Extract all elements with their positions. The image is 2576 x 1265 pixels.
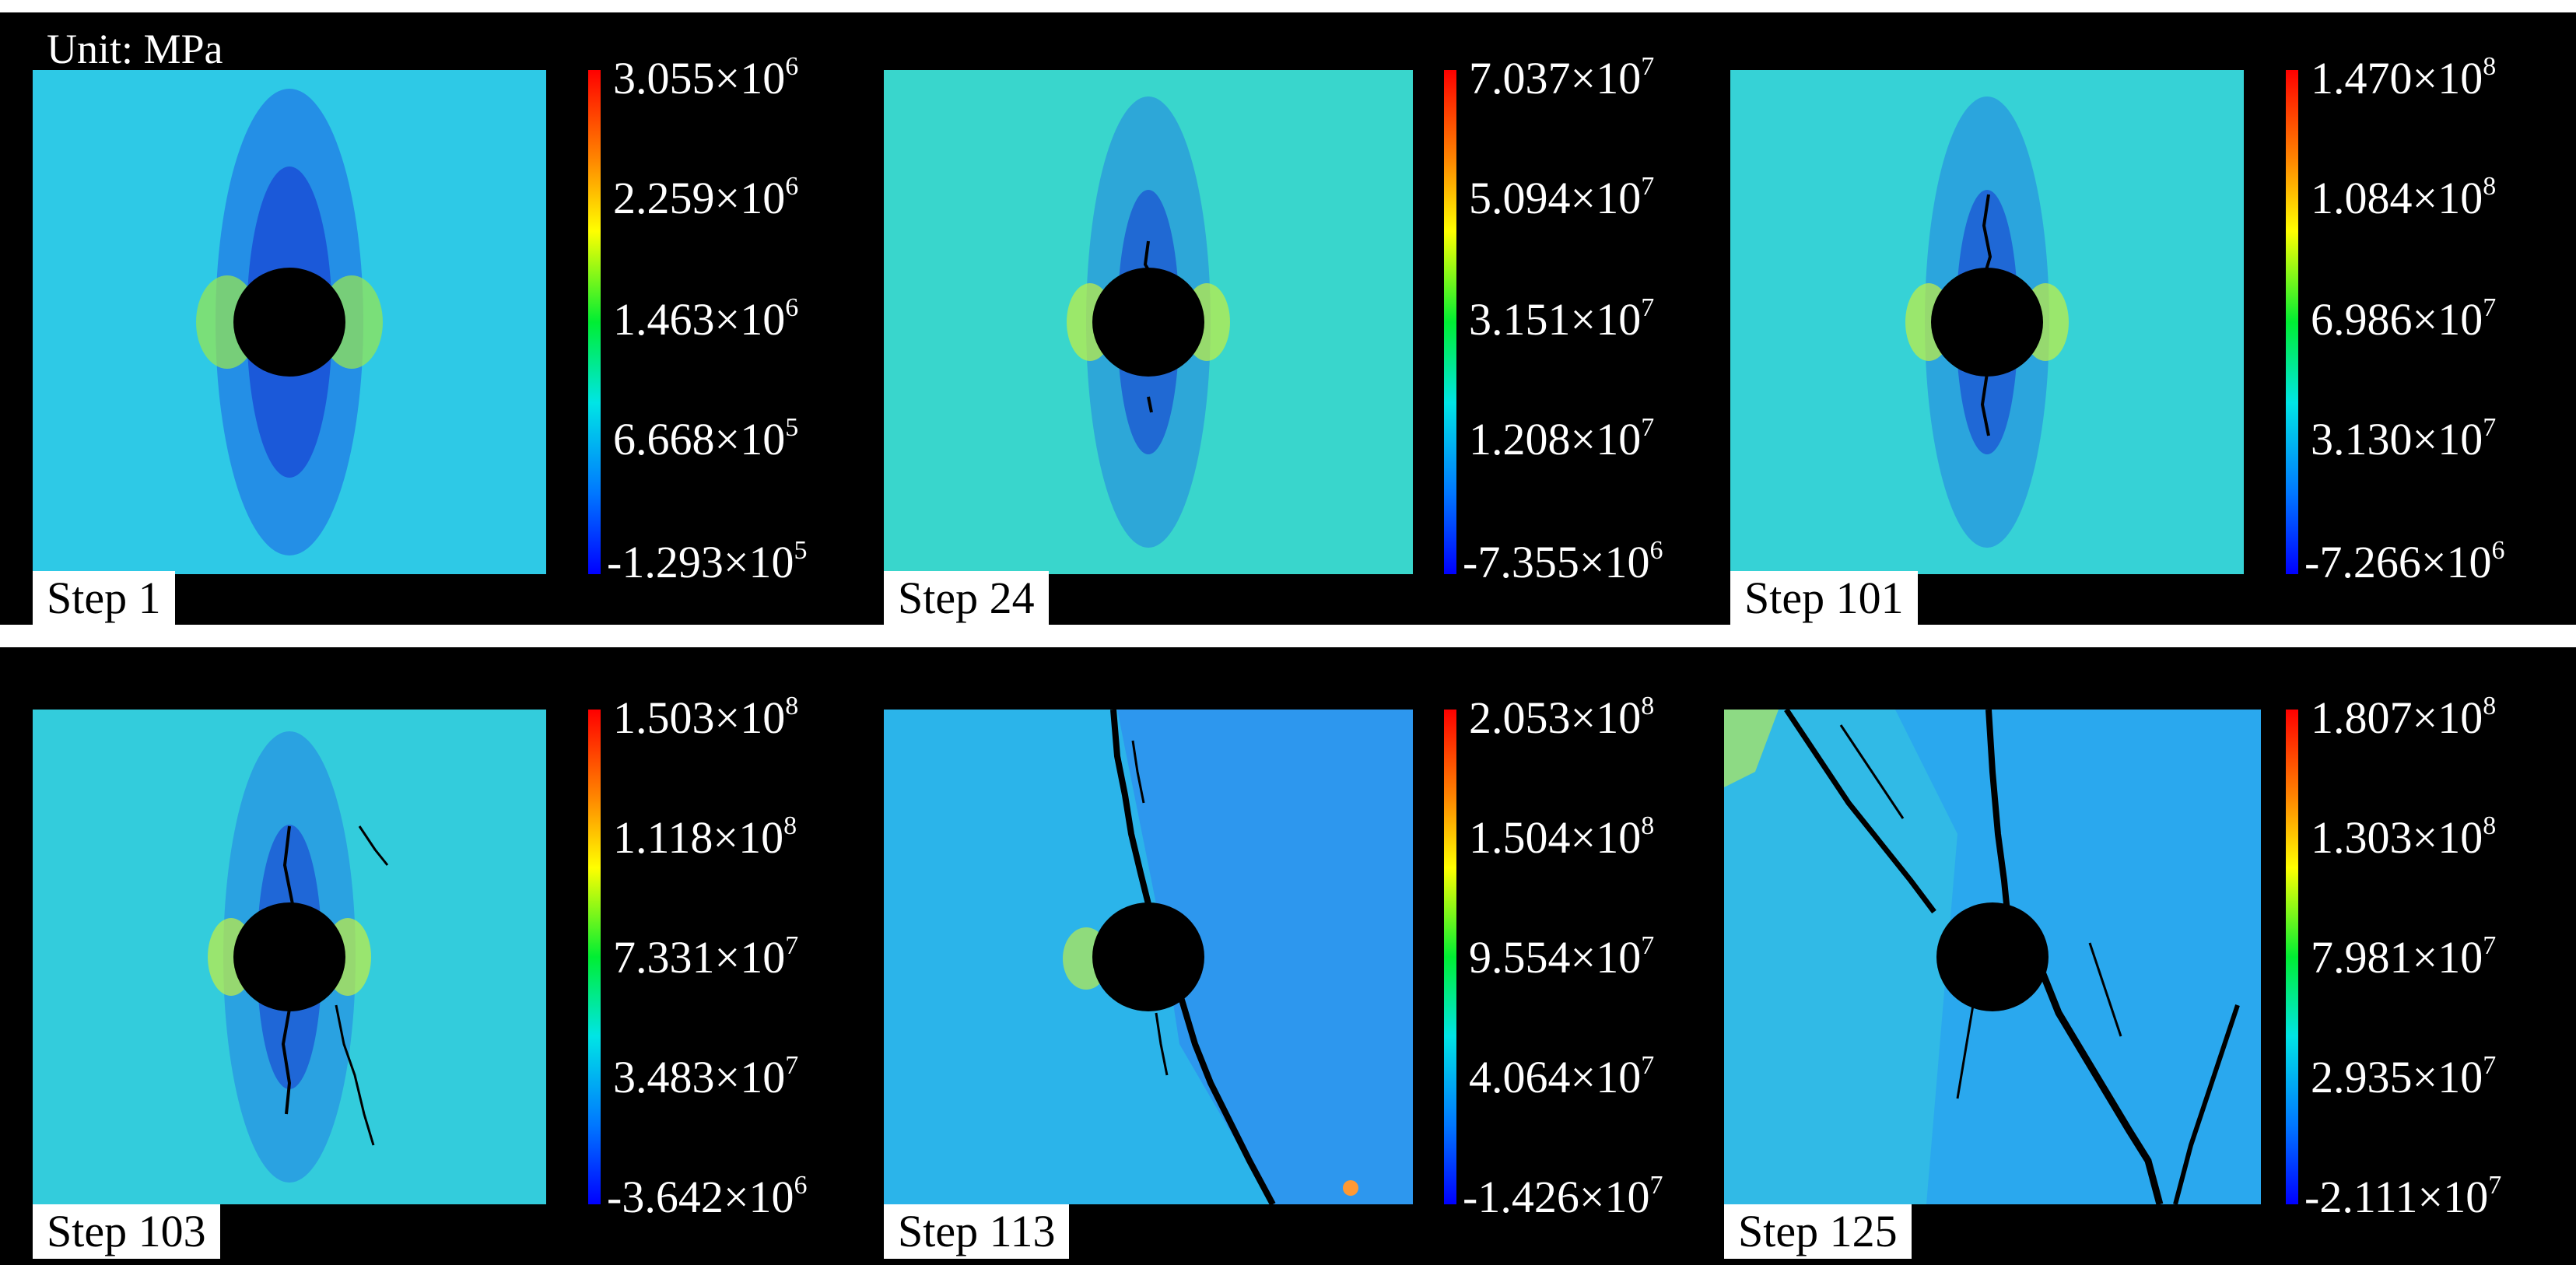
- colorbar-tick: 1.504×108: [1469, 811, 1655, 863]
- colorbar: [2286, 70, 2298, 574]
- colorbar-tick-max: 1.470×108: [2311, 52, 2497, 103]
- colorbar-tick-min: -7.355×106: [1463, 536, 1663, 587]
- colorbar-tick-min: -1.426×107: [1463, 1171, 1663, 1222]
- step-label: Step 103: [33, 1204, 220, 1259]
- colorbar-tick: 6.986×107: [2311, 293, 2497, 345]
- colorbar-tick: 1.303×108: [2311, 811, 2497, 863]
- colorbar-tick: 7.331×107: [613, 931, 799, 983]
- colorbar-tick: 1.208×107: [1469, 413, 1655, 464]
- colorbar-tick: 3.151×107: [1469, 293, 1655, 345]
- stress-field-map: [33, 70, 546, 574]
- colorbar-tick: 1.118×108: [613, 811, 797, 863]
- stress-field-map: [1724, 710, 2261, 1204]
- panel-step-1: 3.055×106 2.259×106 1.463×106 6.668×105 …: [0, 12, 856, 625]
- stress-field-map: [884, 70, 1413, 574]
- colorbar: [588, 710, 601, 1204]
- colorbar-tick: 7.981×107: [2311, 931, 2497, 983]
- step-label: Step 125: [1724, 1204, 1912, 1259]
- colorbar-tick: 4.064×107: [1469, 1051, 1655, 1102]
- step-label: Step 113: [884, 1204, 1070, 1259]
- colorbar-tick: 2.935×107: [2311, 1051, 2497, 1102]
- step-label: Step 24: [884, 571, 1049, 625]
- colorbar-tick: 3.483×107: [613, 1051, 799, 1102]
- top-row: Unit: MPa 3.055×106 2.259×106 1.463×106 …: [0, 12, 2576, 625]
- colorbar: [588, 70, 601, 574]
- colorbar: [1444, 710, 1456, 1204]
- unit-label: Unit: MPa: [47, 26, 223, 72]
- colorbar-tick-min: -2.111×107: [2304, 1171, 2502, 1222]
- colorbar-tick-min: -7.266×106: [2304, 536, 2505, 587]
- panel-step-125: 1.807×108 1.303×108 7.981×107 2.935×107 …: [1712, 647, 2576, 1265]
- colorbar-tick-min: -3.642×106: [607, 1171, 808, 1222]
- colorbar-tick-max: 7.037×107: [1469, 52, 1655, 103]
- panel-step-103: 1.503×108 1.118×108 7.331×107 3.483×107 …: [0, 647, 856, 1265]
- step-label: Step 1: [33, 571, 175, 625]
- colorbar-tick: 1.463×106: [613, 293, 799, 345]
- step-label: Step 101: [1730, 571, 1918, 625]
- colorbar-tick: 2.259×106: [613, 172, 799, 223]
- colorbar-tick: 9.554×107: [1469, 931, 1655, 983]
- panel-step-24: 7.037×107 5.094×107 3.151×107 1.208×107 …: [856, 12, 1712, 625]
- colorbar-tick: 5.094×107: [1469, 172, 1655, 223]
- colorbar: [1444, 70, 1456, 574]
- panel-step-101: 1.470×108 1.084×108 6.986×107 3.130×107 …: [1712, 12, 2576, 625]
- stress-field-map: [1730, 70, 2244, 574]
- colorbar-tick: 3.130×107: [2311, 413, 2497, 464]
- colorbar-tick: 1.084×108: [2311, 172, 2497, 223]
- colorbar-tick-max: 2.053×108: [1469, 692, 1655, 743]
- colorbar: [2286, 710, 2298, 1204]
- colorbar-tick: 6.668×105: [613, 413, 799, 464]
- stress-field-map: [884, 710, 1413, 1204]
- stress-field-map: [33, 710, 546, 1204]
- colorbar-tick-max: 3.055×106: [613, 52, 799, 103]
- colorbar-tick-max: 1.807×108: [2311, 692, 2497, 743]
- panel-step-113: 2.053×108 1.504×108 9.554×107 4.064×107 …: [856, 647, 1712, 1265]
- colorbar-tick-min: -1.293×105: [607, 536, 808, 587]
- colorbar-tick-max: 1.503×108: [613, 692, 799, 743]
- bottom-row: 1.503×108 1.118×108 7.331×107 3.483×107 …: [0, 647, 2576, 1265]
